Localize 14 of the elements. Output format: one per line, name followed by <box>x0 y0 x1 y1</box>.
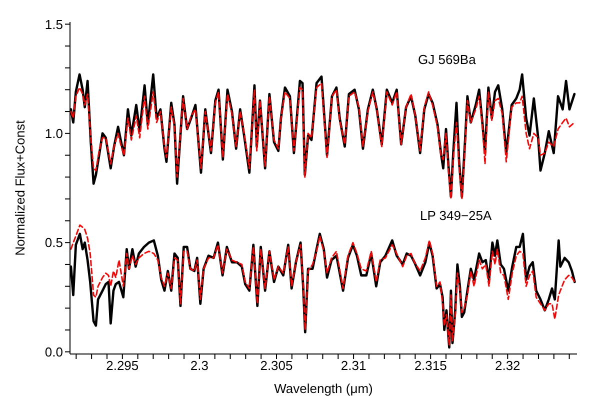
x-tick-label: 2.32 <box>494 358 520 374</box>
annotation: LP 349−25A <box>420 208 492 223</box>
y-tick-label: 1.5 <box>44 16 63 32</box>
annotation: GJ 569Ba <box>418 52 476 67</box>
x-tick-label: 2.3 <box>190 358 208 374</box>
y-tick-label: 0.5 <box>44 235 63 250</box>
y-axis-title: Normalized Flux+Const <box>12 120 28 256</box>
y-tick-label: 0.0 <box>44 344 63 360</box>
x-tick-label: 2.295 <box>106 358 139 374</box>
x-tick-label: 2.315 <box>414 358 447 374</box>
y-tick-label: 1.0 <box>44 126 63 142</box>
x-axis-title: Wavelength (μm) <box>274 381 373 396</box>
x-tick-label: 2.305 <box>260 358 293 374</box>
x-tick-label: 2.31 <box>340 358 366 374</box>
